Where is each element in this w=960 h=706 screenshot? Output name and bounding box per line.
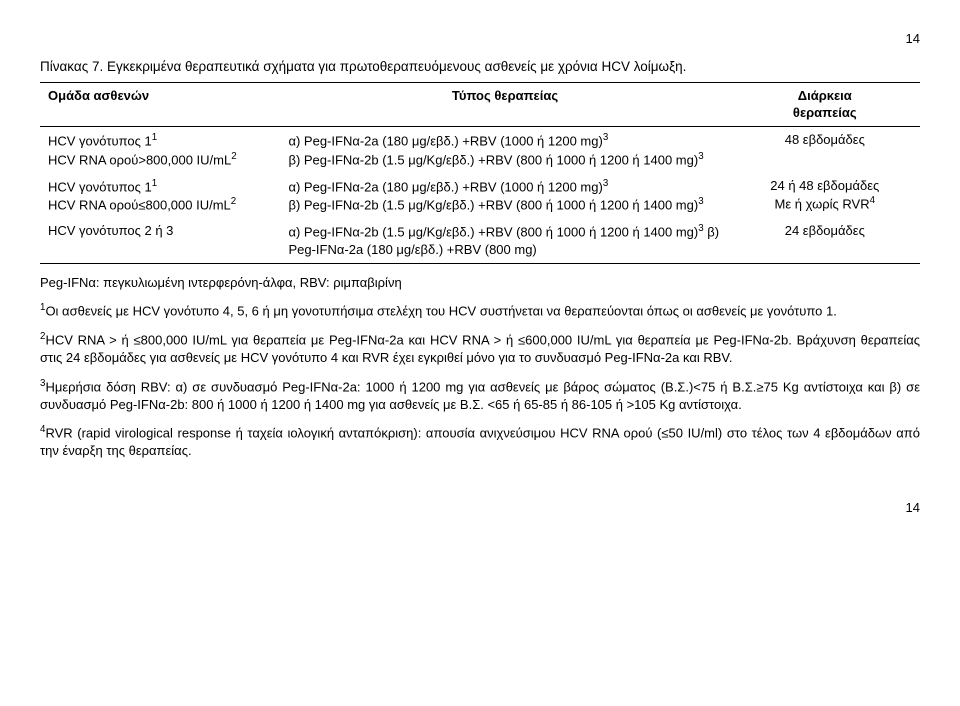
row3-c2-a: α) Peg-IFNα-2b (1.5 μg/Kg/εβδ.) +RBV (80… xyxy=(288,225,698,240)
page-number-bottom: 14 xyxy=(40,499,920,517)
row2-c2-a: α) Peg-IFNα-2a (180 μg/εβδ.) +RBV (1000 … xyxy=(288,179,602,194)
footnote-1: 1Οι ασθενείς με HCV γονότυπο 4, 5, 6 ή μ… xyxy=(40,301,920,320)
row1-col1: HCV γονότυπος 11 HCV RNA ορού>800,000 IU… xyxy=(40,126,280,172)
row3-col1: HCV γονότυπος 2 ή 3 xyxy=(40,218,280,263)
row2-c3-line2-pre: Με ή χωρίς RVR xyxy=(775,196,870,211)
row2-c1-sup1: 1 xyxy=(152,178,157,189)
row1-c1-line1: HCV γονότυπος 1 xyxy=(48,133,152,148)
row2-c2-a-sup: 3 xyxy=(603,178,608,189)
row2-c3-line2-sup: 4 xyxy=(870,195,875,206)
page-number-top: 14 xyxy=(40,30,920,48)
row1-c2-b: β) Peg-IFNα-2b (1.5 μg/Kg/εβδ.) +RBV (80… xyxy=(288,152,698,167)
footnote-1-text: Οι ασθενείς με HCV γονότυπο 4, 5, 6 ή μη… xyxy=(45,304,836,319)
row1-c2-b-sup: 3 xyxy=(698,151,703,162)
header-col3: Διάρκεια θεραπείας xyxy=(730,82,920,126)
footnote-3: 3Ημερήσια δόση RBV: α) σε συνδυασμό Peg-… xyxy=(40,377,920,413)
row2-col2: α) Peg-IFNα-2a (180 μg/εβδ.) +RBV (1000 … xyxy=(280,173,729,219)
row2-c1-line1: HCV γονότυπος 1 xyxy=(48,179,152,194)
row3-col2: α) Peg-IFNα-2b (1.5 μg/Kg/εβδ.) +RBV (80… xyxy=(280,218,729,263)
footnote-3-text: Ημερήσια δόση RBV: α) σε συνδυασμό Peg-I… xyxy=(40,379,920,412)
row2-col1: HCV γονότυπος 11 HCV RNA ορού≤800,000 IU… xyxy=(40,173,280,219)
row1-c1-sup2: 2 xyxy=(231,151,236,162)
header-col3-line1: Διάρκεια xyxy=(798,88,852,103)
row2-c2-b-sup: 3 xyxy=(698,196,703,207)
row3-c3-line1: 24 εβδομάδες xyxy=(785,223,865,238)
footnote-2-text: HCV RNA > ή ≤800,000 IU/mL για θεραπεία … xyxy=(40,333,920,366)
header-col1: Ομάδα ασθενών xyxy=(40,82,280,126)
row1-col2: α) Peg-IFNα-2a (180 μg/εβδ.) +RBV (1000 … xyxy=(280,126,729,172)
row2-c3-line1: 24 ή 48 εβδομάδες xyxy=(770,178,879,193)
row1-col3: 48 εβδομάδες xyxy=(730,126,920,172)
header-col2: Τύπος θεραπείας xyxy=(280,82,729,126)
footnote-4: 4RVR (rapid virological response ή ταχεί… xyxy=(40,423,920,459)
therapy-table: Ομάδα ασθενών Τύπος θεραπείας Διάρκεια θ… xyxy=(40,82,920,264)
table-row: HCV γονότυπος 11 HCV RNA ορού≤800,000 IU… xyxy=(40,173,920,219)
table-row: HCV γονότυπος 11 HCV RNA ορού>800,000 IU… xyxy=(40,126,920,172)
row2-col3: 24 ή 48 εβδομάδες Με ή χωρίς RVR4 xyxy=(730,173,920,219)
table-title: Πίνακας 7. Εγκεκριμένα θεραπευτικά σχήμα… xyxy=(40,58,920,76)
row2-c1-sup2: 2 xyxy=(231,196,236,207)
table-header-row: Ομάδα ασθενών Τύπος θεραπείας Διάρκεια θ… xyxy=(40,82,920,126)
footnote-abbrev: Peg-IFNα: πεγκυλιωμένη ιντερφερόνη-άλφα,… xyxy=(40,274,920,292)
footnotes-section: Peg-IFNα: πεγκυλιωμένη ιντερφερόνη-άλφα,… xyxy=(40,274,920,460)
row1-c2-a: α) Peg-IFNα-2a (180 μg/εβδ.) +RBV (1000 … xyxy=(288,133,602,148)
row1-c3-line1: 48 εβδομάδες xyxy=(785,132,865,147)
row3-c1-line1: HCV γονότυπος 2 ή 3 xyxy=(48,223,173,238)
row2-c1-line2: HCV RNA ορού≤800,000 IU/mL xyxy=(48,198,231,213)
row1-c1-line2: HCV RNA ορού>800,000 IU/mL xyxy=(48,152,231,167)
row1-c1-sup1: 1 xyxy=(152,132,157,143)
footnote-4-text: RVR (rapid virological response ή ταχεία… xyxy=(40,425,920,458)
row3-col3: 24 εβδομάδες xyxy=(730,218,920,263)
table-row: HCV γονότυπος 2 ή 3 α) Peg-IFNα-2b (1.5 … xyxy=(40,218,920,263)
row2-c2-b: β) Peg-IFNα-2b (1.5 μg/Kg/εβδ.) +RBV (80… xyxy=(288,198,698,213)
header-col3-line2: θεραπείας xyxy=(793,105,857,120)
row1-c2-a-sup: 3 xyxy=(603,132,608,143)
footnote-2: 2HCV RNA > ή ≤800,000 IU/mL για θεραπεία… xyxy=(40,330,920,366)
